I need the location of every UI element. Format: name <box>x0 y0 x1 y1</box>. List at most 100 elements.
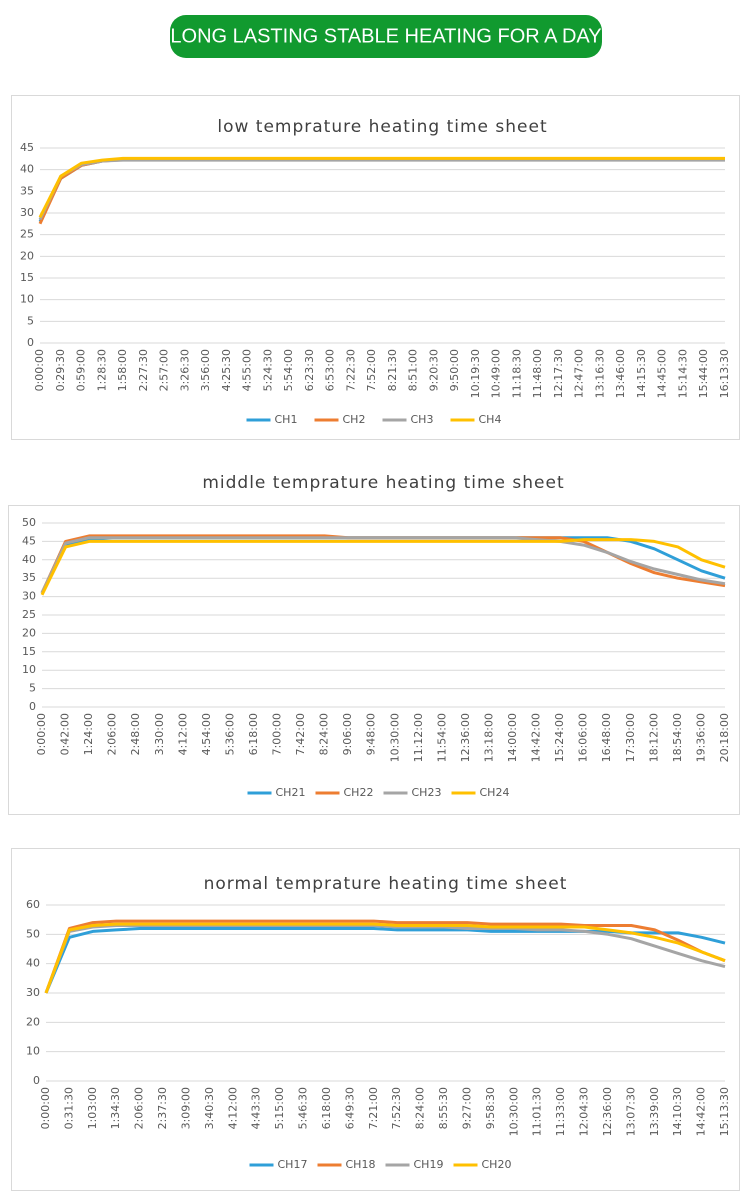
x-tick-label: 5:46:30 <box>297 1087 310 1129</box>
x-tick-label: 14:45:00 <box>656 349 669 398</box>
legend-label: CH17 <box>278 1158 308 1171</box>
y-tick-label: 35 <box>20 184 34 197</box>
x-tick-label: 3:56:00 <box>199 349 212 391</box>
x-tick-label: 3:26:30 <box>178 349 191 391</box>
x-tick-label: 3:30:00 <box>153 713 166 755</box>
x-tick-label: 2:27:30 <box>137 349 150 391</box>
series-line <box>44 919 726 994</box>
x-tick-label: 15:13:30 <box>718 1087 731 1136</box>
x-tick-label: 9:06:00 <box>341 713 354 755</box>
x-tick-label: 14:42:00 <box>695 1087 708 1136</box>
x-tick-label: 3:09:00 <box>179 1087 192 1129</box>
x-tick-label: 5:36:00 <box>223 713 236 755</box>
legend-label: CH3 <box>411 413 434 426</box>
x-tick-label: 12:17:30 <box>552 349 565 398</box>
x-tick-label: 1:03:00 <box>86 1087 99 1129</box>
x-tick-label: 6:23:30 <box>303 349 316 391</box>
x-tick-label: 7:52:30 <box>390 1087 403 1129</box>
y-tick-label: 0 <box>29 700 36 713</box>
x-tick-label: 11:33:00 <box>554 1087 567 1136</box>
y-tick-label: 40 <box>22 553 36 566</box>
x-tick-label: 8:51:00 <box>407 349 420 391</box>
x-tick-label: 2:57:00 <box>158 349 171 391</box>
x-tick-label: 15:44:00 <box>697 349 710 398</box>
y-tick-label: 40 <box>26 957 40 970</box>
x-tick-label: 4:43:30 <box>250 1087 263 1129</box>
x-tick-label: 20:18:00 <box>718 713 731 762</box>
x-tick-label: 8:55:30 <box>437 1087 450 1129</box>
legend-label: CH22 <box>344 786 374 799</box>
x-tick-label: 10:30:00 <box>388 713 401 762</box>
x-tick-label: 12:04:30 <box>578 1087 591 1136</box>
x-tick-label: 12:47:00 <box>573 349 586 398</box>
legend-label: CH2 <box>343 413 366 426</box>
x-tick-label: 10:30:00 <box>507 1087 520 1136</box>
x-tick-label: 8:24:00 <box>414 1087 427 1129</box>
x-tick-label: 8:21:30 <box>386 349 399 391</box>
x-tick-label: 4:54:00 <box>200 713 213 755</box>
x-tick-label: 4:12:00 <box>226 1087 239 1129</box>
x-tick-label: 10:49:00 <box>490 349 503 398</box>
x-tick-label: 16:13:30 <box>718 349 731 398</box>
legend-label: CH19 <box>414 1158 444 1171</box>
y-tick-label: 20 <box>22 626 36 639</box>
x-tick-label: 1:34:30 <box>109 1087 122 1129</box>
x-tick-label: 4:55:00 <box>241 349 254 391</box>
chart-title: normal temprature heating time sheet <box>204 874 568 894</box>
banner-text: LONG LASTING STABLE HEATING FOR A DAY <box>170 25 601 47</box>
y-tick-label: 5 <box>29 682 36 695</box>
x-tick-label: 7:52:00 <box>365 349 378 391</box>
x-tick-label: 11:54:00 <box>435 713 448 762</box>
x-tick-label: 16:48:00 <box>600 713 613 762</box>
y-tick-label: 45 <box>22 534 36 547</box>
x-tick-label: 2:06:00 <box>133 1087 146 1129</box>
x-tick-label: 11:18:30 <box>510 349 523 398</box>
legend-label: CH18 <box>346 1158 376 1171</box>
y-tick-label: 20 <box>20 249 34 262</box>
x-tick-label: 6:53:00 <box>324 349 337 391</box>
y-tick-label: 0 <box>33 1074 40 1087</box>
x-tick-label: 5:24:30 <box>261 349 274 391</box>
y-tick-label: 50 <box>26 927 40 940</box>
x-tick-label: 6:18:00 <box>320 1087 333 1129</box>
y-tick-label: 35 <box>22 571 36 584</box>
x-tick-label: 1:24:00 <box>82 713 95 755</box>
x-tick-label: 19:36:00 <box>694 713 707 762</box>
legend-label: CH23 <box>412 786 442 799</box>
x-tick-label: 15:24:00 <box>553 713 566 762</box>
x-tick-label: 2:37:30 <box>156 1087 169 1129</box>
legend-label: CH4 <box>479 413 502 426</box>
y-tick-label: 30 <box>26 986 40 999</box>
x-tick-label: 13:46:00 <box>614 349 627 398</box>
x-tick-label: 12:36:00 <box>601 1087 614 1136</box>
x-tick-label: 11:01:30 <box>531 1087 544 1136</box>
x-tick-label: 16:06:00 <box>577 713 590 762</box>
chart-title: low temprature heating time sheet <box>217 117 547 137</box>
x-tick-label: 0:00:00 <box>33 349 46 391</box>
x-tick-label: 13:39:00 <box>648 1087 661 1136</box>
x-tick-label: 4:12:00 <box>176 713 189 755</box>
chart-frame <box>8 505 740 815</box>
x-tick-label: 11:48:00 <box>531 349 544 398</box>
x-tick-label: 0:59:00 <box>75 349 88 391</box>
legend-label: CH20 <box>482 1158 512 1171</box>
x-tick-label: 1:28:30 <box>95 349 108 391</box>
x-tick-label: 14:00:00 <box>506 713 519 762</box>
y-tick-label: 0 <box>27 336 34 349</box>
y-tick-label: 45 <box>20 141 34 154</box>
x-tick-label: 7:21:00 <box>367 1087 380 1129</box>
x-tick-label: 4:25:30 <box>220 349 233 391</box>
x-tick-label: 12:36:00 <box>459 713 472 762</box>
y-tick-label: 10 <box>22 663 36 676</box>
x-tick-label: 0:29:30 <box>54 349 67 391</box>
x-tick-label: 9:50:00 <box>448 349 461 391</box>
y-tick-label: 60 <box>26 898 40 911</box>
y-tick-label: 5 <box>27 314 34 327</box>
x-tick-label: 8:24:00 <box>318 713 331 755</box>
x-tick-label: 2:48:00 <box>129 713 142 755</box>
y-tick-label: 15 <box>20 271 34 284</box>
x-tick-label: 3:40:30 <box>203 1087 216 1129</box>
chart-title: middle temprature heating time sheet <box>202 473 564 493</box>
